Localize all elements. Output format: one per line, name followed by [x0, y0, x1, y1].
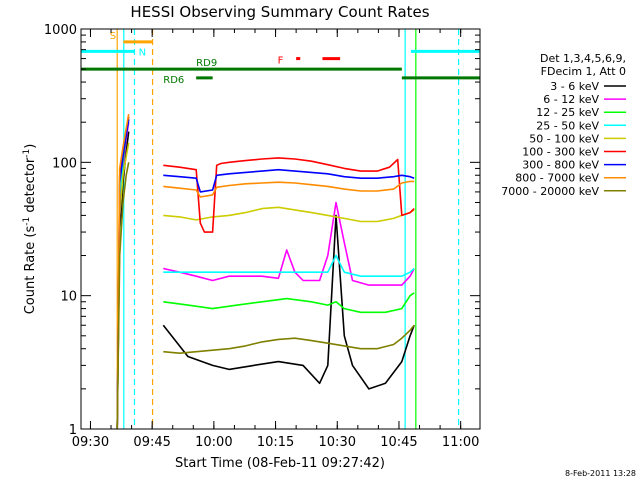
y-label-mid: detector	[23, 157, 38, 217]
x-tick-label-0: 09:30	[72, 435, 109, 450]
x-tick-label-6: 11:00	[442, 435, 479, 450]
y-tick-label-2: 100	[52, 156, 77, 171]
series-8-line-1	[163, 324, 415, 355]
series-4-line-1	[163, 206, 415, 223]
plot-frame	[80, 28, 481, 430]
flag-rd9: RD9	[81, 58, 402, 71]
flag-s: S	[110, 31, 153, 44]
x-axis-label: Start Time (08-Feb-11 09:27:42)	[175, 456, 385, 471]
series-0-line-1	[162, 214, 415, 390]
series-1-line-1	[163, 201, 415, 286]
x-tick-label-3: 10:15	[257, 435, 294, 450]
series-5-line-1	[163, 157, 415, 233]
flag-rd6-label: RD6	[163, 75, 184, 86]
series-layer	[116, 113, 415, 430]
axes	[80, 28, 481, 430]
legend-header-0: Det 1,3,4,5,6,9,	[540, 52, 626, 65]
y-label-end: )	[23, 144, 38, 149]
x-axis: 09:30 09:45 10:00 10:15 10:30 10:45 11:00	[72, 29, 479, 450]
legend-label-6: 300 - 800 keV	[522, 159, 599, 172]
timestamp: 8-Feb-2011 13:28	[565, 469, 636, 478]
flag-rd6: RD6	[163, 75, 480, 86]
flags-layer: S N RD9 RD6 F	[81, 31, 480, 86]
series-2-line-1	[163, 292, 415, 314]
series-6-line-1	[163, 168, 415, 193]
legend-header-1: FDecim 1, Att 0	[541, 65, 626, 78]
chart-title: HESSI Observing Summary Count Rates	[130, 3, 429, 21]
flag-n: N	[81, 47, 480, 58]
x-tick-label-1: 09:45	[133, 435, 170, 450]
legend-label-7: 800 - 7000 keV	[515, 172, 599, 185]
y-tick-label-3: 1000	[44, 23, 77, 38]
flag-s-label: S	[110, 31, 116, 42]
series-3-line-1	[163, 254, 415, 278]
legend-label-0: 3 - 6 keV	[550, 80, 599, 93]
series-8-line-0	[116, 162, 130, 430]
x-tick-label-5: 10:45	[380, 435, 417, 450]
flag-f-label: F	[278, 56, 284, 67]
y-axis: 1 10 100 1000	[44, 23, 480, 438]
legend-label-2: 12 - 25 keV	[536, 106, 599, 119]
flag-f: F	[278, 56, 341, 67]
legend-label-3: 25 - 50 keV	[536, 119, 599, 132]
flag-n-label: N	[139, 47, 146, 58]
flag-rd9-label: RD9	[196, 58, 217, 69]
y-axis-label: Count Rate (s-1 detector-1)	[22, 144, 38, 315]
x-tick-label-4: 10:30	[319, 435, 356, 450]
series-7-line-1	[163, 180, 415, 198]
legend: Det 1,3,4,5,6,9,FDecim 1, Att 0 3 - 6 keV…	[501, 52, 626, 198]
plot-background	[81, 29, 480, 429]
series-7	[116, 113, 415, 430]
legend-label-8: 7000 - 20000 keV	[501, 185, 599, 198]
x-tick-label-2: 10:00	[195, 435, 232, 450]
y-label-sup-2: -1	[22, 149, 32, 158]
series-7-line-0	[116, 113, 130, 430]
series-8	[116, 162, 415, 430]
legend-label-5: 100 - 300 keV	[522, 146, 599, 159]
y-label-sup-1: -1	[22, 217, 32, 226]
legend-label-4: 50 - 100 keV	[529, 132, 599, 145]
y-label-main: Count Rate (s	[23, 226, 38, 315]
legend-label-1: 6 - 12 keV	[543, 93, 599, 106]
y-tick-label-0: 1	[69, 423, 77, 438]
y-tick-label-1: 10	[60, 290, 77, 305]
